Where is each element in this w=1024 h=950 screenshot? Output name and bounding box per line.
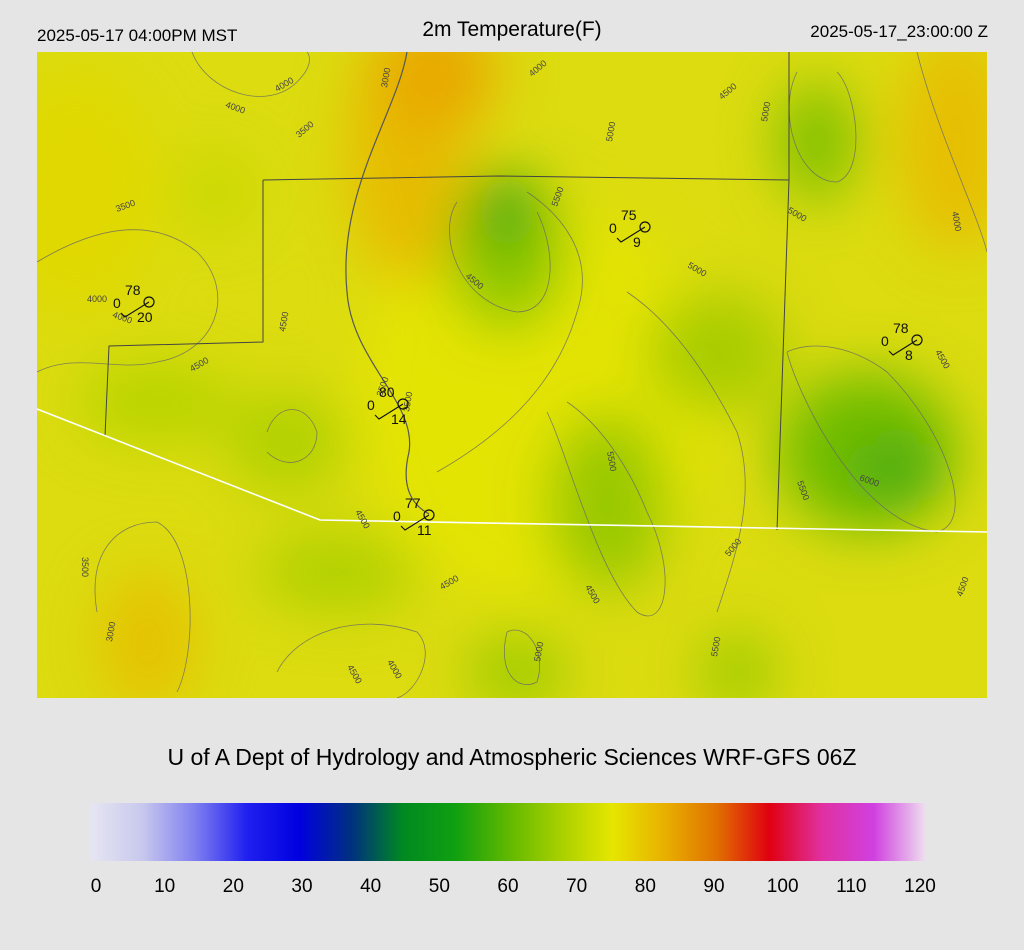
elevation-label: 3000 [104,621,117,642]
elevation-label: 3500 [80,557,90,577]
station-wind-speed: 9 [633,234,641,250]
elevation-label: 5000 [604,121,617,142]
elevation-label: 3000 [379,67,392,88]
wind-barb [616,226,646,243]
station-circle [639,221,651,233]
elevation-label: 4000 [950,211,963,232]
station-temperature: 77 [405,495,421,511]
elevation-label: 5000 [532,641,545,662]
state-boundaries [37,52,987,533]
elevation-label: 5500 [709,636,722,657]
station-plot: 770 11 [393,495,435,538]
scale-tick-label: 70 [566,876,588,897]
river [345,52,430,515]
map-title: 2m Temperature(F) [422,18,602,41]
station-dewpoint: 0 [113,295,121,311]
scale-tick-label: 40 [360,876,382,897]
scale-tick-label: 0 [90,876,102,897]
color-scale-bar [90,803,926,861]
utc-time-label: 2025-05-17_23:00:00 Z [810,22,988,41]
temperature-fill [37,52,987,698]
local-time-label: 2025-05-17 04:00PM MST [37,26,238,45]
station-temperature: 75 [621,207,637,223]
station-circle [397,398,409,410]
elevation-label: 4000 [87,294,107,304]
station-circle [143,296,155,308]
station-plot: 800 14 [367,384,409,427]
station-wind-speed: 8 [905,347,913,363]
station-circle [423,509,435,521]
scale-tick-label: 60 [497,876,519,897]
station-wind-speed: 20 [137,309,153,325]
color-scale-ticks: 0 10 20 30 40 50 60 70 80 90 100 110 120 [0,876,1024,900]
elevation-contours [37,52,987,698]
scale-tick-label: 110 [836,876,867,897]
scale-tick-label: 120 [904,876,936,897]
elevation-label: 4500 [277,311,290,332]
station-dewpoint: 0 [367,397,375,413]
station-circle [911,334,923,346]
station-plot: 780 20 [113,282,155,325]
wind-barb [120,301,150,318]
scale-tick-label: 30 [291,876,313,897]
wind-barb [888,339,918,356]
credit-line: U of A Dept of Hydrology and Atmospheric… [167,744,857,770]
station-wind-speed: 14 [391,411,407,427]
scale-tick-label: 20 [222,876,244,897]
wind-barb [374,403,404,420]
station-dewpoint: 0 [609,220,617,236]
station-temperature: 78 [893,320,909,336]
station-dewpoint: 0 [881,333,889,349]
scale-tick-label: 10 [154,876,176,897]
station-wind-speed: 11 [417,522,432,538]
station-temperature: 78 [125,282,141,298]
scale-tick-label: 100 [766,876,799,897]
scale-tick-label: 90 [703,876,725,897]
station-dewpoint: 0 [393,508,401,524]
elevation-label: 5500 [605,451,618,472]
scale-tick-label: 80 [634,876,656,897]
scale-tick-label: 50 [428,876,450,897]
station-temperature: 80 [379,384,395,400]
wind-barb [400,514,430,531]
elevation-label: 5000 [759,101,772,122]
